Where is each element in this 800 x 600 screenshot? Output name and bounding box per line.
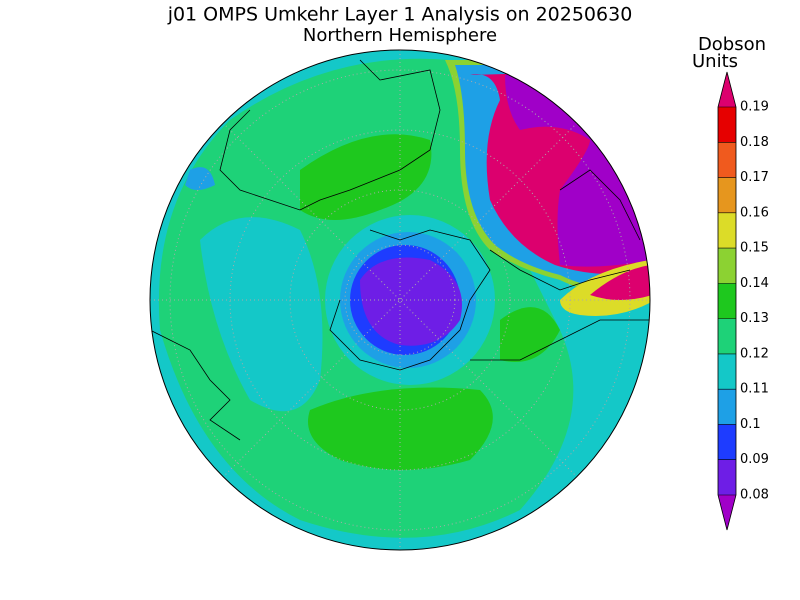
subtitle: Northern Hemisphere bbox=[303, 25, 497, 46]
map bbox=[150, 50, 650, 550]
colorbar-tick-label: 0.15 bbox=[740, 241, 769, 256]
colorbar-band bbox=[718, 318, 736, 354]
colorbar-tick-label: 0.1 bbox=[740, 417, 761, 432]
colorbar-extend-high bbox=[718, 72, 736, 107]
colorbar-band bbox=[718, 212, 736, 249]
colorbar-extend-low bbox=[718, 495, 736, 530]
colorbar-band bbox=[718, 142, 736, 178]
colorbar-tick-label: 0.12 bbox=[740, 346, 769, 361]
colorbar-label: Dobson bbox=[698, 34, 766, 55]
colorbar-tick-label: 0.16 bbox=[740, 205, 769, 220]
colorbar-band bbox=[718, 459, 736, 495]
colorbar-tick-label: 0.17 bbox=[740, 170, 769, 185]
colorbar-band bbox=[718, 177, 736, 213]
region bbox=[185, 167, 215, 190]
colorbar: 0.08 0.09 0.1 0.11 0.12 0.13 0.14 0.15 0.16 0.17 0… bbox=[717, 71, 769, 531]
colorbar-tick-label: 0.18 bbox=[740, 135, 769, 150]
colorbar-label: Units bbox=[692, 51, 738, 72]
title: j01 OMPS Umkehr Layer 1 Analysis on 2025… bbox=[167, 4, 633, 26]
colorbar-band bbox=[718, 353, 736, 390]
colorbar-tick-label: 0.09 bbox=[740, 452, 769, 467]
map-border bbox=[149, 49, 651, 551]
colorbar-tick-label: 0.19 bbox=[740, 100, 769, 115]
region bbox=[500, 307, 560, 362]
region bbox=[200, 217, 323, 412]
colorbar-band bbox=[718, 389, 736, 425]
coastlines bbox=[150, 59, 650, 441]
region bbox=[308, 387, 493, 470]
colorbar-band bbox=[718, 283, 736, 319]
colorbar-tick-label: 0.11 bbox=[740, 382, 769, 397]
region bbox=[590, 265, 650, 300]
colorbar-tick-label: 0.08 bbox=[740, 488, 769, 503]
region bbox=[360, 257, 462, 346]
colorbar-band bbox=[718, 424, 736, 460]
colorbar-band bbox=[718, 248, 736, 284]
colorbar-band bbox=[718, 107, 736, 143]
colorbar-tick-label: 0.13 bbox=[740, 311, 769, 326]
region bbox=[300, 134, 432, 220]
graticule bbox=[150, 50, 650, 550]
colorbar-tick-label: 0.14 bbox=[740, 276, 769, 291]
